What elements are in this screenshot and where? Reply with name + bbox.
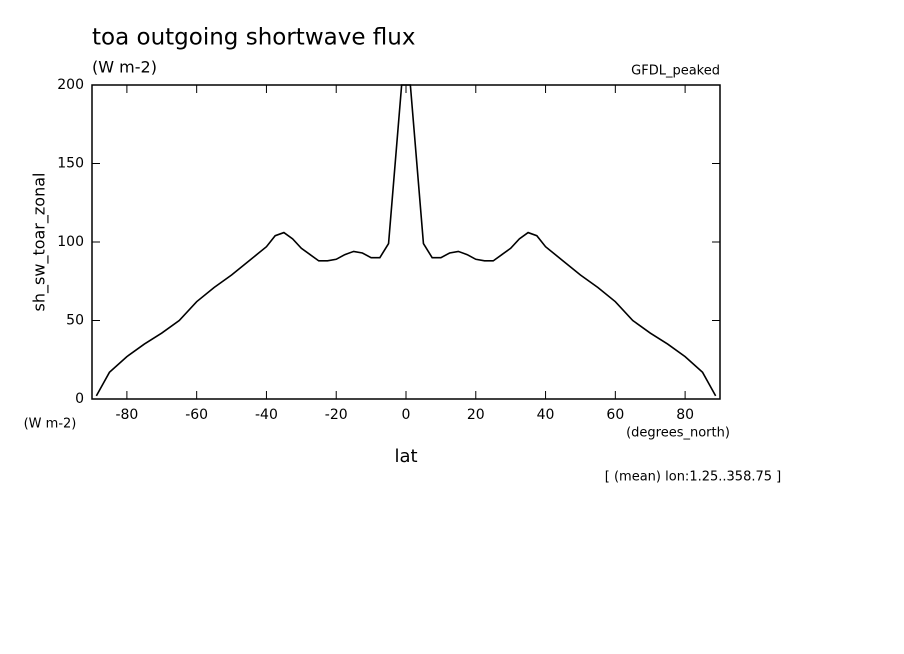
y-axis-unit: (W m-2) <box>24 417 77 432</box>
x-tick-label: -40 <box>255 407 278 423</box>
x-axis-unit: (degrees_north) <box>626 426 730 441</box>
y-tick-label: 150 <box>57 156 84 172</box>
x-tick-label: -20 <box>325 407 348 423</box>
x-tick-label: 0 <box>402 407 411 423</box>
y-axis-label: sh_sw_toar_zonal <box>30 173 50 312</box>
x-tick-label: 20 <box>467 407 485 423</box>
chart-title: toa outgoing shortwave flux <box>92 25 415 51</box>
x-tick-label: -60 <box>185 407 208 423</box>
data-line <box>95 84 717 397</box>
x-tick-label: 40 <box>537 407 555 423</box>
x-tick-label: -80 <box>115 407 138 423</box>
y-tick-label: 100 <box>57 234 84 250</box>
y-tick-label: 200 <box>57 77 84 93</box>
x-tick-label: 60 <box>606 407 624 423</box>
dataset-label: GFDL_peaked <box>631 64 720 79</box>
y-tick-label: 0 <box>75 391 84 407</box>
note: [ (mean) lon:1.25..358.75 ] <box>605 470 781 485</box>
y-tick-label: 50 <box>66 313 84 329</box>
chart-subtitle: (W m-2) <box>92 58 157 77</box>
x-axis-label: lat <box>394 446 417 467</box>
x-tick-label: 80 <box>676 407 694 423</box>
